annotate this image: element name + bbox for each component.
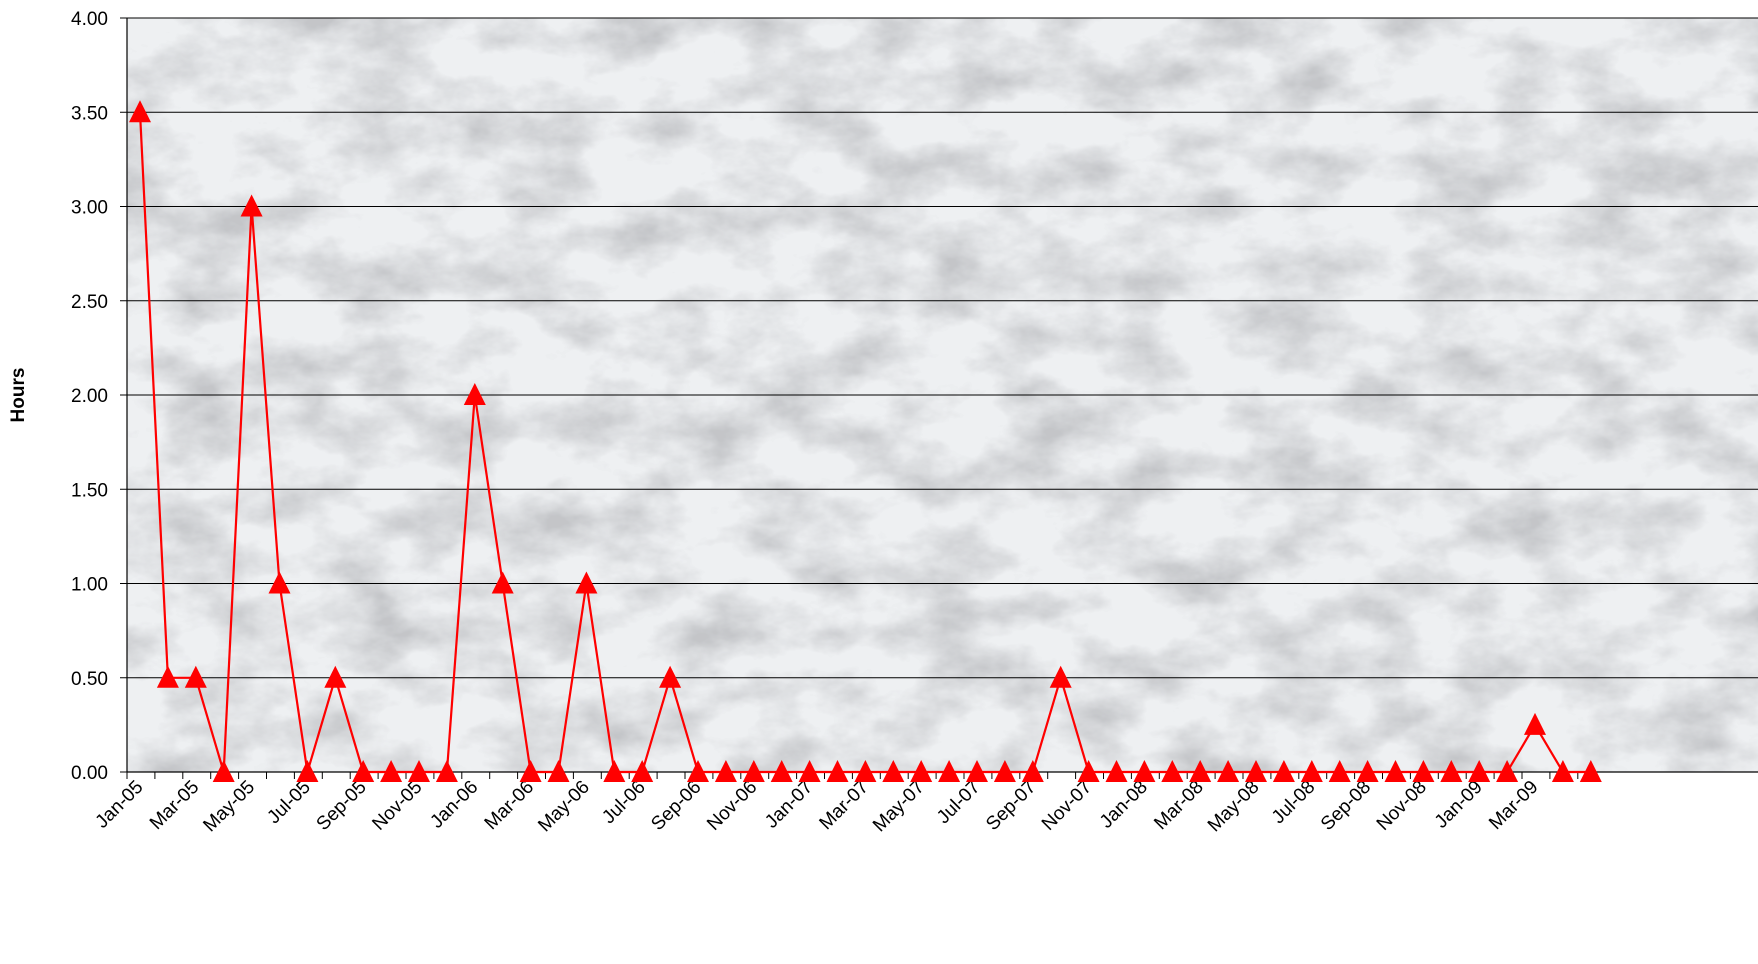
x-tick-label: Jan-07 [761,777,817,833]
triangle-marker [129,100,151,123]
x-tick-label: May-05 [199,777,259,837]
x-tick-label: Sep-08 [1317,777,1375,835]
triangle-marker [1412,760,1435,782]
triangle-marker [268,571,291,594]
triangle-marker [1524,712,1546,735]
triangle-marker [826,760,849,782]
triangle-marker [212,760,235,782]
x-tick-label: Mar-06 [481,777,538,834]
y-tick-labels: 0.00 0.50 1.00 1.50 2.00 2.50 3.00 3.50 4.00 [71,9,108,784]
triangle-marker [1133,760,1156,782]
y-tick-label: 4.00 [71,9,108,30]
triangle-marker [1551,760,1574,782]
triangle-marker [1189,760,1212,782]
triangle-marker [1021,760,1044,782]
x-tick-label: Mar-08 [1150,777,1207,834]
x-tick-label: Sep-07 [982,777,1040,835]
triangle-marker [408,760,430,782]
x-tick-label: Sep-06 [647,777,705,835]
triangle-marker [1328,760,1351,782]
triangle-marker [603,760,626,782]
triangle-marker [1579,760,1602,782]
triangle-marker [687,760,709,782]
triangle-marker [742,760,765,782]
triangle-marker [1105,760,1128,782]
y-tick-label: 3.00 [71,198,108,219]
triangle-marker [575,571,598,594]
x-tick-label: Sep-05 [313,777,371,835]
x-tick-label: Jan-05 [92,777,148,833]
x-tick-label: Nov-06 [703,777,761,835]
y-tick-label: 2.50 [71,292,108,313]
y-tick-label: 0.00 [71,763,108,784]
triangle-marker [631,760,654,782]
triangle-marker [910,760,933,782]
triangle-marker [352,760,375,782]
triangle-marker [547,760,570,782]
triangle-marker [1356,760,1379,782]
triangle-marker [966,760,988,782]
x-tick-label: Nov-07 [1038,777,1096,835]
triangle-marker [1468,760,1491,782]
triangle-marker [296,760,319,782]
triangle-marker [659,665,682,688]
x-tick-label: Jan-08 [1096,777,1152,833]
triangle-marker [882,760,905,782]
x-tick-label: Mar-09 [1485,777,1542,834]
triangle-marker [1300,760,1323,782]
triangle-marker [491,571,514,594]
triangle-marker [1440,760,1463,782]
triangle-marker [1496,760,1519,782]
x-tick-label: Mar-07 [816,777,873,834]
x-tick-label: May-07 [869,777,929,837]
gridlines [127,17,1758,679]
triangle-marker [184,665,207,688]
triangle-marker [156,665,179,688]
triangle-marker [324,665,347,688]
x-tick-label: Jul-07 [933,777,984,828]
x-tick-label: Jul-05 [263,777,314,828]
triangle-marker [463,383,486,405]
series-hours [129,100,1602,782]
triangle-marker [1161,760,1184,782]
x-tick-label: May-06 [534,777,594,837]
triangle-marker [240,194,263,217]
y-tick-label: 2.00 [71,386,108,407]
triangle-marker [1272,760,1295,782]
triangle-marker [714,760,737,782]
triangle-marker [1384,760,1407,782]
triangle-marker [993,760,1016,782]
triangle-marker [435,760,458,782]
triangle-marker [798,760,821,782]
x-tick-label: Jul-08 [1268,777,1319,828]
triangle-marker [380,760,403,782]
x-tick-label: Nov-05 [368,777,426,835]
y-tick-label: 0.50 [71,669,108,690]
triangle-marker [519,760,542,782]
x-tick-label: Jan-06 [426,777,482,833]
y-axis-title: Hours [8,368,29,423]
x-tick-label: May-08 [1204,777,1264,837]
triangle-marker [1217,760,1240,782]
y-tick-label: 1.00 [71,575,108,596]
x-tick-label: Nov-08 [1373,777,1431,835]
x-tick-label: Jan-09 [1431,777,1487,833]
triangle-marker [770,760,793,782]
y-tick-label: 3.50 [71,103,108,124]
triangle-marker [1245,760,1267,782]
x-tick-label: Mar-05 [146,777,203,834]
triangle-marker [1077,760,1100,782]
triangle-marker [854,760,877,782]
triangle-marker [938,760,961,782]
triangle-marker [1049,665,1072,688]
x-tick-label: Jul-06 [598,777,649,828]
y-tick-label: 1.50 [71,480,108,501]
